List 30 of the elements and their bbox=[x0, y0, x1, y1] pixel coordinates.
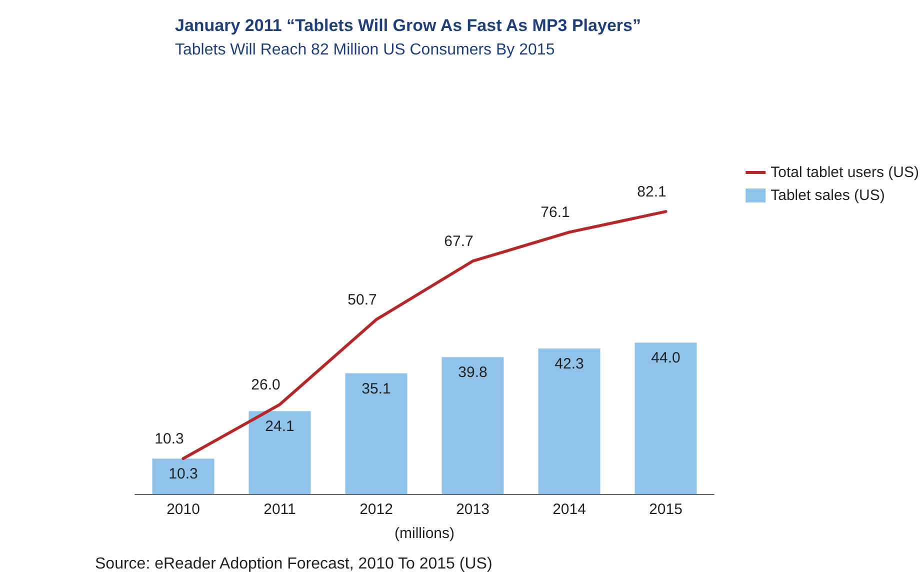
data-label: 26.0 bbox=[251, 376, 280, 394]
x-tick-label: 2014 bbox=[552, 501, 586, 518]
data-label: 10.3 bbox=[168, 466, 198, 483]
bar bbox=[345, 373, 408, 494]
data-label: 10.3 bbox=[154, 430, 184, 448]
data-label: 82.1 bbox=[637, 184, 666, 201]
data-label: 42.3 bbox=[554, 355, 584, 372]
x-tick-label: 2011 bbox=[264, 501, 296, 518]
data-label: 67.7 bbox=[444, 233, 474, 250]
data-label: 39.8 bbox=[458, 364, 488, 382]
data-label: 50.7 bbox=[348, 292, 377, 309]
bar bbox=[248, 411, 311, 494]
chart-title: January 2011 “Tablets Will Grow As Fast As MP3 Players” bbox=[175, 16, 641, 35]
chart-subtitle: Tablets Will Reach 82 Million US Consumers By 2015 bbox=[175, 42, 555, 58]
bar bbox=[442, 357, 504, 494]
legend-label: Total tablet users (US) bbox=[770, 164, 920, 181]
data-label: 35.1 bbox=[362, 380, 391, 398]
x-tick-label: 2013 bbox=[456, 501, 490, 518]
x-tick-label: 2012 bbox=[360, 501, 393, 518]
data-label: 44.0 bbox=[651, 350, 680, 367]
data-label: 24.1 bbox=[265, 418, 294, 436]
data-label: 76.1 bbox=[540, 204, 570, 222]
source-note: Source: eReader Adoption Forecast, 2010 To 2015 (US) bbox=[95, 556, 492, 572]
bar bbox=[538, 348, 600, 494]
bar bbox=[634, 342, 697, 494]
x-axis-title: (millions) bbox=[394, 525, 455, 542]
legend-label: Tablet sales (US) bbox=[770, 187, 885, 204]
x-tick-label: 2015 bbox=[649, 501, 682, 518]
bar bbox=[152, 458, 214, 494]
x-tick-label: 2010 bbox=[166, 501, 200, 518]
